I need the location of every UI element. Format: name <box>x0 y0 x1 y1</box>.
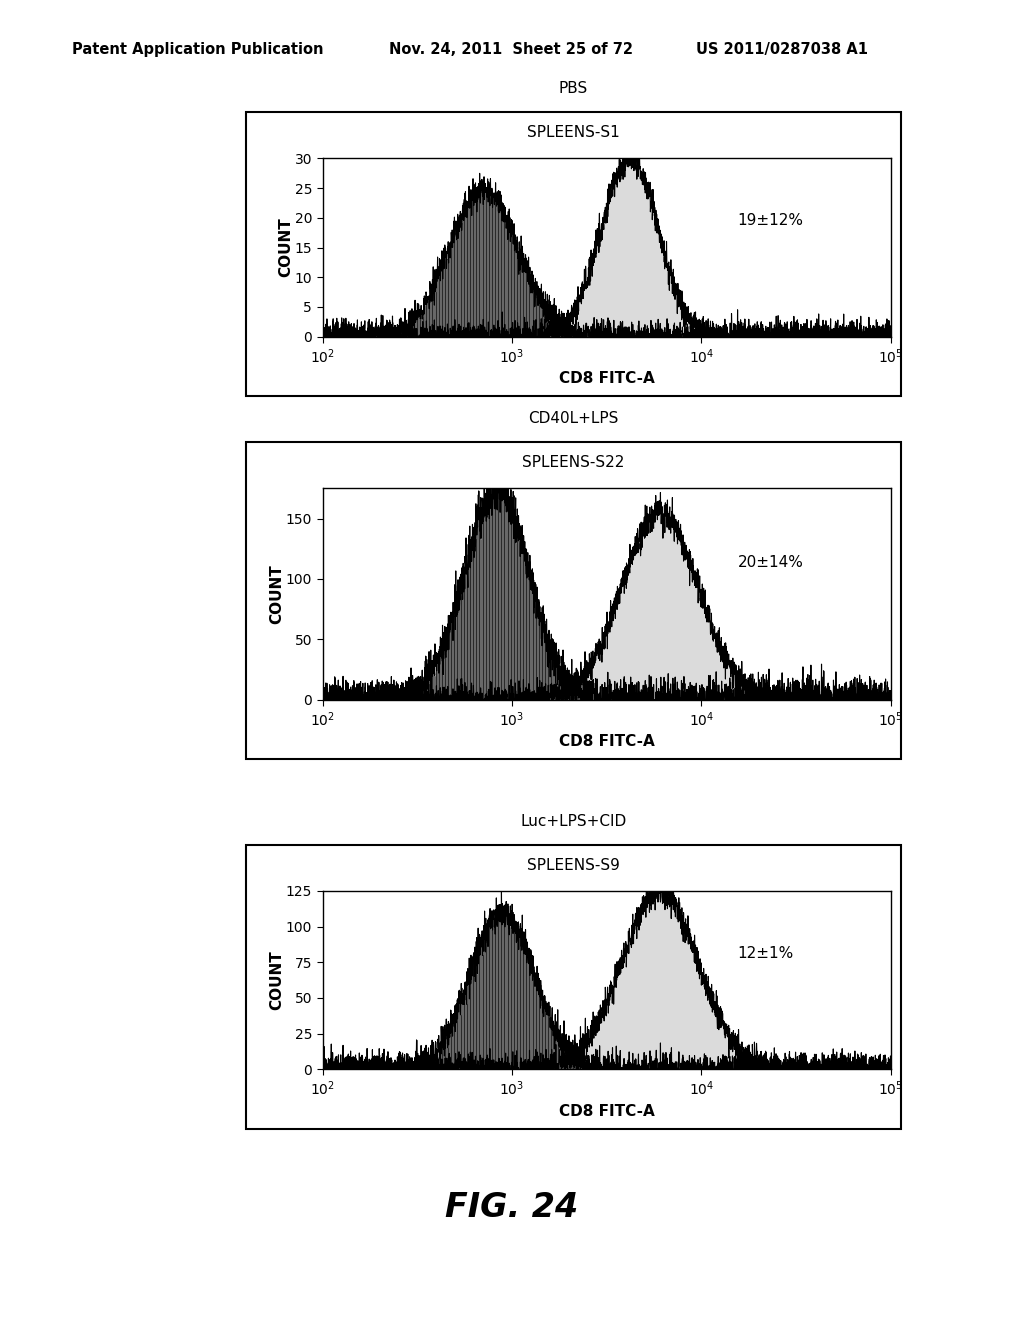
Text: SPLEENS-S1: SPLEENS-S1 <box>527 125 620 140</box>
Text: Patent Application Publication: Patent Application Publication <box>72 42 324 57</box>
Y-axis label: COUNT: COUNT <box>269 564 285 624</box>
X-axis label: CD8 FITC-A: CD8 FITC-A <box>559 1104 654 1119</box>
Text: PBS: PBS <box>559 82 588 96</box>
Y-axis label: COUNT: COUNT <box>279 218 293 277</box>
Text: FIG. 24: FIG. 24 <box>445 1191 579 1225</box>
Text: 19±12%: 19±12% <box>737 214 804 228</box>
Text: US 2011/0287038 A1: US 2011/0287038 A1 <box>696 42 868 57</box>
Text: SPLEENS-S22: SPLEENS-S22 <box>522 455 625 470</box>
Text: 20±14%: 20±14% <box>737 554 803 570</box>
Text: 12±1%: 12±1% <box>737 946 794 961</box>
Text: SPLEENS-S9: SPLEENS-S9 <box>527 858 620 873</box>
X-axis label: CD8 FITC-A: CD8 FITC-A <box>559 371 654 387</box>
Y-axis label: COUNT: COUNT <box>269 950 285 1010</box>
Text: Nov. 24, 2011  Sheet 25 of 72: Nov. 24, 2011 Sheet 25 of 72 <box>389 42 633 57</box>
Text: Luc+LPS+CID: Luc+LPS+CID <box>520 814 627 829</box>
X-axis label: CD8 FITC-A: CD8 FITC-A <box>559 734 654 750</box>
Text: CD40L+LPS: CD40L+LPS <box>528 412 618 426</box>
